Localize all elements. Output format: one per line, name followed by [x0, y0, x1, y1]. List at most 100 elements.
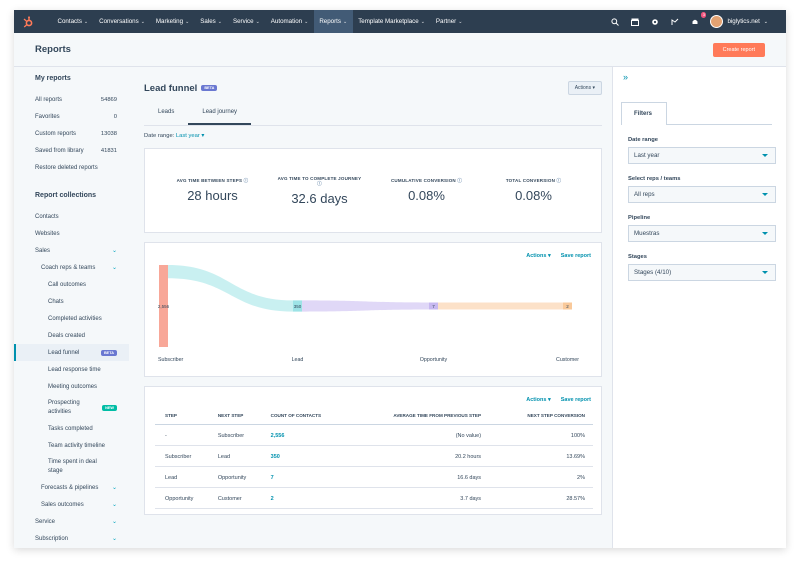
sidebar-item-sales[interactable]: Sales ⌄ [35, 247, 117, 255]
info-icon[interactable]: ⓘ [457, 178, 463, 183]
tab-leads[interactable]: Leads [158, 109, 175, 115]
sidebar-item-saved-from-library[interactable]: Saved from library 41831 [35, 147, 117, 154]
account-menu[interactable]: biglytics.net ⌄ [710, 15, 768, 28]
my-reports-heading: My reports [35, 75, 71, 82]
stat-total-conversion: TOTAL CONVERSION ⓘ 0.08% [505, 178, 562, 203]
contact-count-link[interactable]: 2,556 [260, 424, 344, 446]
stat-avg-time-between-steps: AVG TIME BETWEEN STEPS ⓘ 28 hours [176, 178, 249, 203]
actions-dropdown-button[interactable]: Actions ▾ [567, 81, 602, 95]
sidebar-item-tasks-completed[interactable]: Tasks completed [48, 425, 93, 432]
filter-label: Pipeline [628, 215, 651, 221]
reports-sidebar: My reports All reports 54869 Favorites 0 C… [14, 67, 129, 548]
sidebar-item-time-spent[interactable]: Time spent in deal stage [48, 458, 97, 474]
table-save-report-button[interactable]: Save report [560, 397, 591, 403]
table-row: Lead Opportunity 7 16.6 days 2% [155, 466, 593, 488]
column-header[interactable]: NEXT STEP [207, 407, 261, 425]
contact-count-link[interactable]: 7 [260, 466, 344, 488]
tab-filters[interactable]: Filters [621, 102, 667, 125]
contact-count-link[interactable]: 350 [260, 445, 344, 467]
funnel-value-label: 7 [432, 304, 435, 309]
nav-marketing[interactable]: Marketing ⌄ [155, 18, 190, 25]
collapse-panel-icon[interactable]: » [623, 72, 629, 82]
info-icon[interactable]: ⓘ [243, 178, 249, 183]
filter-label: Date range [628, 137, 658, 143]
funnel-value-label: 2,556 [158, 304, 170, 309]
column-header[interactable]: NEXT STEP CONVERSION [489, 407, 593, 425]
chevron-down-icon[interactable]: ⌄ [111, 536, 117, 542]
sidebar-item-deals-created[interactable]: Deals created [48, 332, 86, 339]
sidebar-item-meeting-outcomes[interactable]: Meeting outcomes [48, 383, 98, 390]
search-icon[interactable] [610, 17, 620, 27]
date-range-select[interactable]: Last year [628, 147, 776, 164]
funnel-table-card: Actions ▾ Save report STEP NEXT STEP COU… [144, 386, 602, 515]
column-header[interactable]: STEP [155, 407, 208, 425]
report-title: Lead funnel [144, 82, 198, 94]
sidebar-item-lead-funnel[interactable]: Lead funnel BETA [14, 344, 129, 361]
sidebar-item-team-activity[interactable]: Team activity timeline [48, 442, 106, 449]
table-actions-button[interactable]: Actions ▾ [526, 397, 551, 403]
contact-count-link[interactable]: 2 [260, 487, 344, 509]
notifications-bell-icon[interactable]: 3 [690, 11, 707, 27]
sidebar-item-all-reports[interactable]: All reports 54869 [35, 96, 117, 103]
chevron-down-icon[interactable]: ⌄ [111, 502, 117, 508]
sidebar-item-sales-outcomes[interactable]: Sales outcomes ⌄ [41, 501, 117, 509]
funnel-bar-customer[interactable] [563, 302, 572, 310]
chevron-down-icon[interactable]: ⌄ [111, 265, 117, 271]
sidebar-item-prospecting[interactable]: Prospecting activities NEW [35, 395, 129, 420]
save-report-button[interactable]: Save report [560, 253, 591, 259]
beta-badge: BETA [100, 349, 117, 356]
chart-actions-button[interactable]: Actions ▾ [526, 253, 551, 259]
sidebar-item-forecasts[interactable]: Forecasts & pipelines ⌄ [41, 484, 117, 492]
marketplace-icon[interactable] [630, 17, 640, 27]
info-icon[interactable]: ⓘ [317, 180, 322, 186]
nav-automation[interactable]: Automation ⌄ [270, 18, 309, 25]
funnel-chart: 2,556 Subscriber 350 Lead 7 Opportunity 2 Custo… [158, 265, 579, 363]
create-report-button[interactable]: Create report [712, 42, 765, 57]
settings-gear-icon[interactable] [650, 17, 660, 27]
funnel-bar-lead[interactable] [293, 300, 302, 312]
report-tabs: Leads Lead journey [144, 104, 602, 126]
nav-reports[interactable]: Reports ⌄ [313, 10, 353, 33]
table-row: - Subscriber 2,556 (No value) 100% [155, 424, 593, 446]
column-header[interactable]: COUNT OF CONTACTS [260, 407, 344, 425]
date-range-filter[interactable]: Date range: Last year ▾ [144, 133, 205, 139]
column-header[interactable]: AVERAGE TIME FROM PREVIOUS STEP [343, 407, 490, 425]
notification-count-badge: 3 [701, 11, 707, 18]
sidebar-item-coach-reps[interactable]: Coach reps & teams ⌄ [41, 264, 117, 272]
filters-panel: » Filters Date range Last year Select re… [612, 67, 786, 548]
nav-conversations[interactable]: Conversations ⌄ [99, 18, 145, 25]
nav-partner[interactable]: Partner ⌄ [435, 18, 463, 25]
sidebar-item-favorites[interactable]: Favorites 0 [35, 113, 117, 120]
sidebar-item-completed-activities[interactable]: Completed activities [48, 315, 102, 322]
stages-select[interactable]: Stages (4/10) [628, 264, 776, 281]
sidebar-item-restore-deleted[interactable]: Restore deleted reports [35, 164, 98, 171]
nav-service[interactable]: Service ⌄ [232, 18, 260, 25]
sidebar-item-contacts[interactable]: Contacts [35, 213, 59, 220]
funnel-bar-subscriber[interactable] [159, 265, 168, 347]
sidebar-item-call-outcomes[interactable]: Call outcomes [48, 281, 87, 288]
nav-contacts[interactable]: Contacts ⌄ [57, 18, 89, 25]
table-row: Opportunity Customer 2 3.7 days 28.57% [155, 487, 593, 509]
page-title: Reports [35, 44, 71, 55]
chevron-down-icon[interactable]: ⌄ [111, 519, 117, 525]
nav-template-marketplace[interactable]: Template Marketplace ⌄ [358, 18, 425, 25]
nav-sales[interactable]: Sales ⌄ [200, 18, 222, 25]
date-range-value[interactable]: Last year [175, 133, 200, 139]
sidebar-item-websites[interactable]: Websites [35, 230, 60, 237]
sidebar-item-service[interactable]: Service ⌄ [35, 518, 117, 526]
caret-down-icon [762, 193, 768, 196]
hubspot-logo-icon[interactable] [20, 14, 36, 30]
chevron-down-icon[interactable]: ⌄ [111, 248, 117, 254]
sidebar-item-custom-reports[interactable]: Custom reports 13038 [35, 130, 117, 137]
sidebar-item-chats[interactable]: Chats [48, 298, 64, 305]
tab-lead-journey[interactable]: Lead journey [188, 104, 252, 125]
funnel-bar-opportunity[interactable] [429, 302, 438, 310]
sidebar-item-lead-response-time[interactable]: Lead response time [48, 366, 101, 373]
help-icon[interactable] [670, 17, 680, 27]
sidebar-item-subscription[interactable]: Subscription ⌄ [35, 535, 117, 543]
chevron-down-icon[interactable]: ⌄ [111, 485, 117, 491]
pipeline-select[interactable]: Muestras [628, 225, 776, 242]
info-icon[interactable]: ⓘ [556, 178, 562, 183]
reps-teams-select[interactable]: All reps [628, 186, 776, 203]
funnel-flow-2 [438, 302, 563, 310]
